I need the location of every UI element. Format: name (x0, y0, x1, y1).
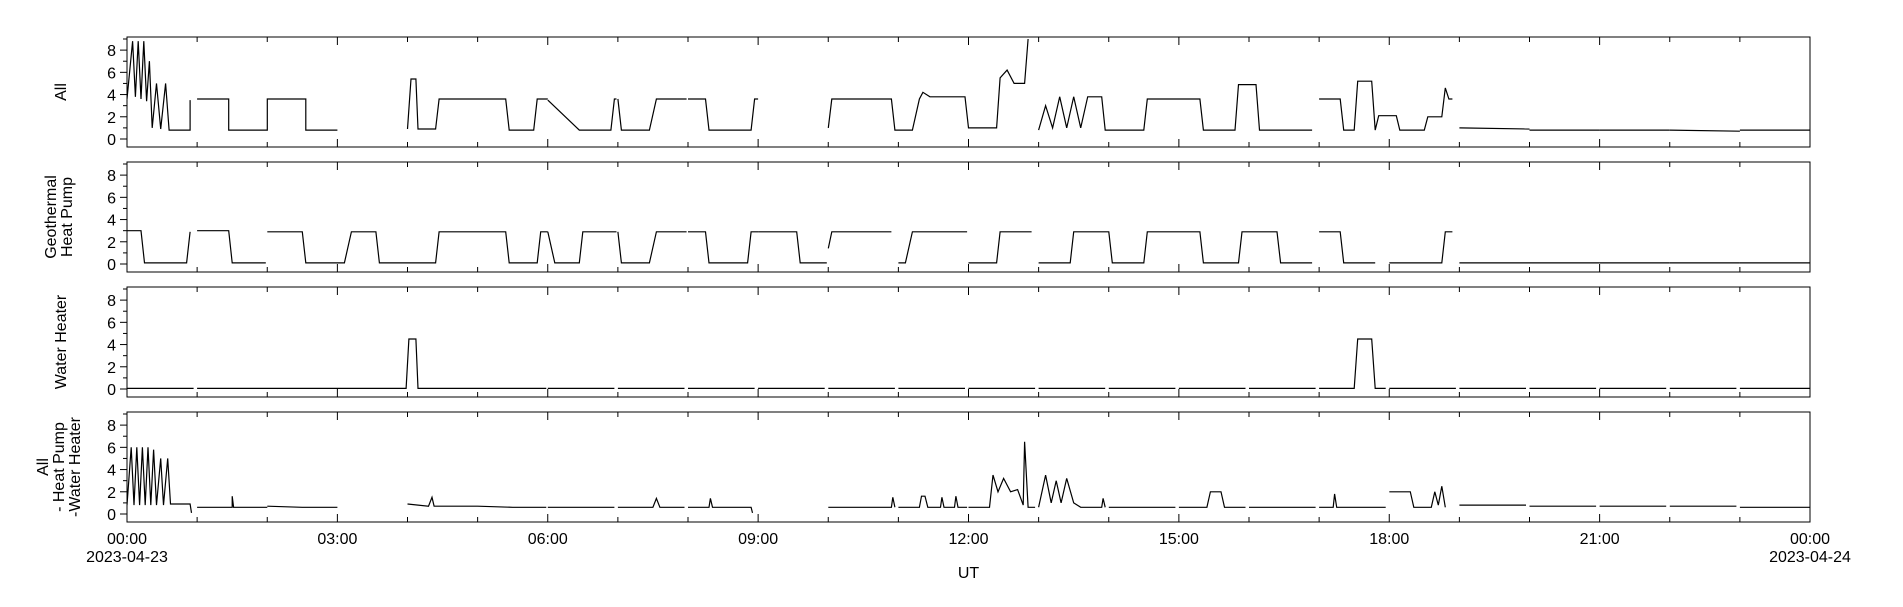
panel-3: 0 2 4 6 8 Water Heater (53, 286, 1811, 399)
series-group (127, 338, 1810, 389)
y-tick-label: 2 (107, 360, 116, 377)
y-tick-label: 4 (107, 338, 116, 355)
series-line-segment (1178, 491, 1246, 508)
y-tick-label: 4 (107, 88, 116, 105)
series-line-segment (1319, 338, 1386, 389)
y-tick-label: 2 (107, 485, 116, 502)
y-axis-label: -Water Heater (67, 416, 84, 517)
x-tick-date-label: 2023-04-24 (1769, 549, 1851, 566)
series-line-segment (197, 496, 268, 508)
y-tick-label: 8 (107, 43, 116, 60)
y-axis-label: Water Heater (53, 294, 70, 389)
panel-frame (126, 411, 1811, 523)
series-line-segment (828, 497, 896, 508)
series-line-segment (617, 496, 685, 508)
series-line-segment (1389, 231, 1453, 264)
series-line-segment (688, 231, 759, 264)
y-axis-label: Geothermal (43, 175, 60, 259)
series-line-segment (407, 495, 547, 508)
y-tick-label: 0 (107, 257, 116, 274)
x-axis-label: UT (958, 565, 980, 582)
series-line-segment (827, 231, 892, 249)
series-line-segment (547, 231, 617, 264)
series-line-segment (688, 98, 759, 131)
panel-frame (126, 286, 1811, 398)
y-tick-label: 8 (107, 293, 116, 310)
series-line-segment (1038, 231, 1313, 264)
series-line-segment (127, 41, 191, 131)
series-line-segment (197, 98, 338, 131)
series-line-segment (1319, 80, 1453, 131)
series-line-segment (1459, 127, 1530, 130)
series-line-segment (197, 338, 547, 389)
y-tick-label: 6 (107, 315, 116, 332)
x-tick-label: 18:00 (1369, 531, 1409, 548)
series-group (127, 441, 1810, 514)
y-tick-label: 0 (107, 507, 116, 524)
series-line-segment (617, 98, 687, 131)
panel-1: 0 2 4 6 8 All (53, 36, 1811, 149)
y-tick-label: 8 (107, 418, 116, 435)
y-axis-label: All (53, 83, 70, 101)
x-tick-label: 06:00 (528, 531, 568, 548)
y-tick-label: 4 (107, 463, 116, 480)
x-tick-date-label: 2023-04-23 (86, 549, 168, 566)
series-line-segment (758, 231, 827, 264)
x-tick-label: 00:00 (1790, 531, 1830, 548)
y-tick-label: 6 (107, 65, 116, 82)
y-tick-label: 8 (107, 168, 116, 185)
series-line-segment (1319, 493, 1386, 508)
series-line-segment (898, 231, 968, 264)
series-line-segment (1389, 486, 1446, 508)
series-line-segment (898, 495, 968, 508)
series-line-segment (1669, 129, 1740, 132)
x-tick-label: 09:00 (738, 531, 778, 548)
series-group (127, 230, 1810, 264)
y-axis-label: - Heat Pump (51, 422, 68, 512)
y-tick-label: 4 (107, 213, 116, 230)
series-line-segment (406, 78, 548, 131)
y-tick-label: 0 (107, 382, 116, 399)
x-tick-label: 00:00 (107, 531, 147, 548)
panel-2: 0 2 4 6 8 Geothermal Heat Pump (43, 161, 1811, 274)
y-tick-label: 0 (107, 132, 116, 149)
series-line-segment (127, 447, 193, 513)
series-line-segment (1038, 84, 1313, 131)
series-line-segment (197, 230, 266, 264)
y-tick-label: 2 (107, 235, 116, 252)
y-tick-label: 6 (107, 440, 116, 457)
x-tick-label: 12:00 (948, 531, 988, 548)
panel-frame (126, 161, 1811, 273)
series-line-segment (127, 230, 191, 264)
series-line-segment (968, 231, 1032, 264)
series-line-segment (1319, 231, 1376, 264)
series-group (127, 38, 1810, 132)
series-line-segment (267, 505, 338, 508)
y-tick-label: 2 (107, 110, 116, 127)
series-line-segment (267, 231, 548, 264)
y-axis-label: All (35, 458, 52, 476)
series-line-segment (827, 38, 1029, 131)
x-tick-label: 15:00 (1159, 531, 1199, 548)
series-line-segment (1038, 474, 1106, 508)
y-tick-label: 6 (107, 190, 116, 207)
series-line-segment (617, 231, 687, 264)
y-axis-label: Heat Pump (59, 177, 76, 257)
panel-4: 0 2 4 6 8 All - Heat Pump -Water Heater (35, 411, 1811, 524)
series-line-segment (547, 98, 617, 131)
x-tick-label: 21:00 (1580, 531, 1620, 548)
series-line-segment (968, 441, 1036, 508)
series-line-segment (688, 498, 754, 514)
x-tick-label: 03:00 (317, 531, 357, 548)
